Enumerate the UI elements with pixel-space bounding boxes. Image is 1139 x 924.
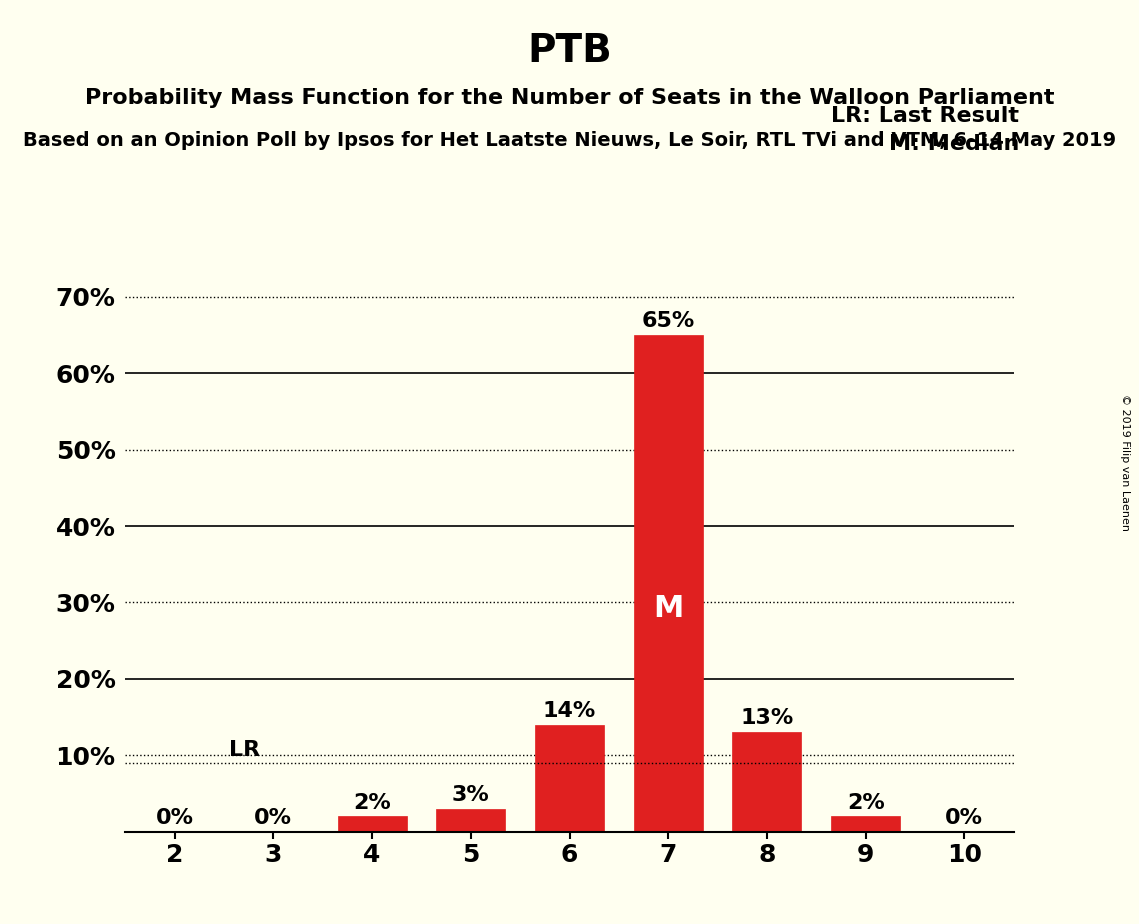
Text: 0%: 0% [156,808,194,828]
Text: 14%: 14% [543,700,596,721]
Text: M: M [653,594,683,623]
Text: 3%: 3% [452,784,490,805]
Text: LR: Last Result: LR: Last Result [831,106,1019,127]
Bar [732,733,802,832]
Text: 2%: 2% [846,793,885,812]
Text: 0%: 0% [945,808,983,828]
Text: 2%: 2% [353,793,391,812]
Text: LR: LR [229,740,260,760]
Text: PTB: PTB [527,32,612,70]
Bar [436,808,506,832]
Text: M: Median: M: Median [890,134,1019,154]
Text: 13%: 13% [740,709,794,728]
Text: Probability Mass Function for the Number of Seats in the Walloon Parliament: Probability Mass Function for the Number… [84,88,1055,108]
Text: © 2019 Filip van Laenen: © 2019 Filip van Laenen [1121,394,1130,530]
Text: 65%: 65% [641,311,695,332]
Text: Based on an Opinion Poll by Ipsos for Het Laatste Nieuws, Le Soir, RTL TVi and V: Based on an Opinion Poll by Ipsos for He… [23,131,1116,151]
Bar [831,816,900,832]
Bar [337,816,407,832]
Bar [535,724,604,832]
Bar [633,335,703,832]
Text: 0%: 0% [254,808,293,828]
